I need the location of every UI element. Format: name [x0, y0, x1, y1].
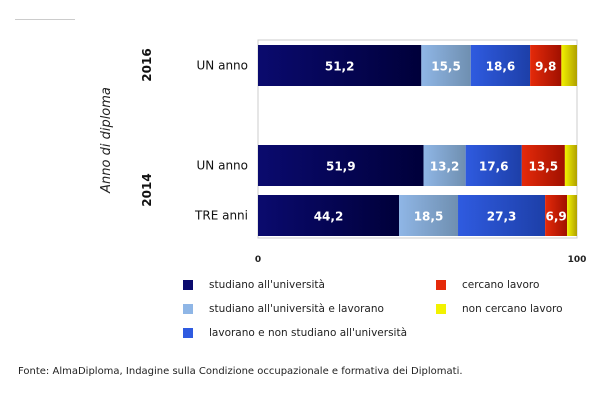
data-label: 13,2: [430, 160, 460, 174]
legend-label: cercano lavoro: [462, 279, 540, 291]
data-label: 27,3: [487, 210, 517, 224]
legend-swatch: [183, 280, 193, 290]
legend-item: studiano all'università: [183, 279, 325, 291]
legend-label: studiano all'università e lavorano: [209, 303, 384, 315]
bar-segment: [258, 45, 422, 86]
data-label: 18,5: [414, 210, 444, 224]
y-axis-label: Anno di diploma: [99, 87, 114, 194]
bar-segment: [545, 195, 568, 236]
data-label: 51,2: [325, 60, 355, 74]
bar-segment: [258, 195, 399, 236]
data-label: 15,5: [431, 60, 461, 74]
group-label: 2014: [140, 173, 154, 206]
legend-swatch: [436, 304, 446, 314]
bar-segment: [561, 45, 577, 86]
bar-segment: [567, 195, 577, 236]
category-label: UN anno: [197, 59, 248, 73]
group-label: 2016: [140, 48, 154, 81]
bar-segment: [465, 145, 522, 186]
legend-item: lavorano e non studiano all'università: [183, 327, 407, 339]
plot-frame: [257, 39, 578, 239]
bar-segment: [423, 145, 466, 186]
legend-item: non cercano lavoro: [436, 303, 563, 315]
legend-swatch: [183, 304, 193, 314]
x-tick-label: 0: [255, 255, 261, 265]
bar-segment: [564, 145, 577, 186]
source-note: Fonte: AlmaDiploma, Indagine sulla Condi…: [18, 366, 463, 377]
category-label: TRE anni: [194, 209, 248, 223]
bar-segment: [470, 45, 531, 86]
data-label: 17,6: [479, 160, 509, 174]
legend-swatch: [183, 328, 193, 338]
data-label: 9,8: [535, 60, 556, 74]
x-tick-label: 100: [568, 255, 587, 265]
data-label: 18,6: [486, 60, 516, 74]
legend-item: cercano lavoro: [436, 279, 539, 291]
category-label: UN anno: [197, 159, 248, 173]
data-label: 44,2: [314, 210, 344, 224]
legend-label: non cercano lavoro: [462, 303, 563, 315]
data-label: 6,9: [545, 210, 566, 224]
data-label: 51,9: [326, 160, 356, 174]
divider: [15, 19, 75, 20]
bar-segment: [421, 45, 471, 86]
stacked-bar-chart: UN anno 51,2 15,5 18,6 9,8 UN anno 51,9 13,2 17,…: [99, 39, 587, 265]
bar-segment: [398, 195, 459, 236]
legend-label: lavorano e non studiano all'università: [209, 327, 408, 339]
bar-segment: [530, 45, 562, 86]
data-label: 13,5: [529, 160, 559, 174]
legend-label: studiano all'università: [209, 279, 325, 291]
legend-item: studiano all'università e lavorano: [183, 303, 384, 315]
bar-segment: [458, 195, 546, 236]
bar-segment: [521, 145, 565, 186]
bar-segment: [258, 145, 424, 186]
legend-swatch: [436, 280, 446, 290]
